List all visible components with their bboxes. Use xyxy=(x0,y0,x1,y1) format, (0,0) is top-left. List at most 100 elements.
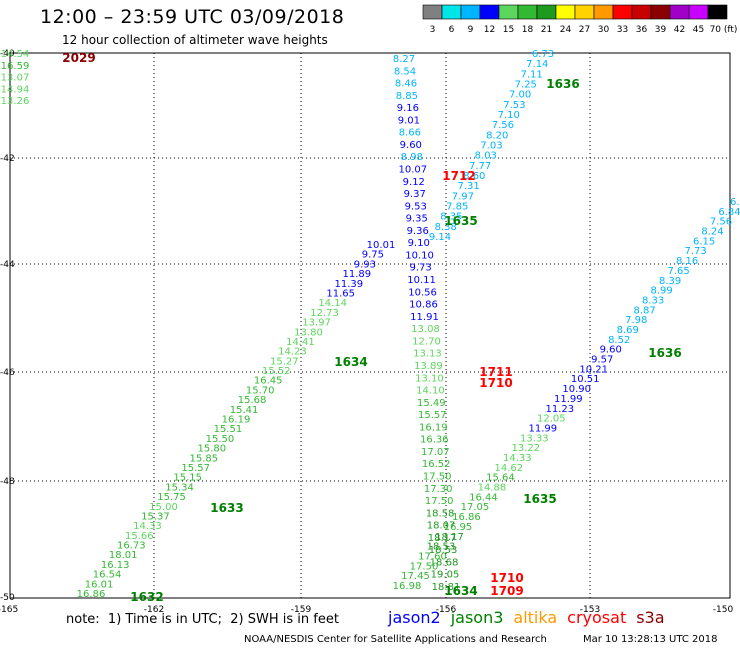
wave-height-value: 15.34 xyxy=(165,482,194,493)
wave-height-value: 9.53 xyxy=(405,201,427,212)
satellite-legend-jason3: jason3 xyxy=(450,608,504,627)
latitude-label: -50 xyxy=(0,593,15,603)
scale-tick-label: 42 xyxy=(674,25,685,35)
wave-height-value: 11.99 xyxy=(528,424,557,435)
wave-height-value: 14.33 xyxy=(133,521,162,532)
scale-tick-label: 9 xyxy=(468,25,474,35)
wave-height-value: 16.86 xyxy=(77,589,106,600)
wave-height-value: 15.80 xyxy=(197,444,226,455)
wave-height-value: 16.19 xyxy=(222,415,251,426)
wave-height-value: 11.99 xyxy=(554,394,583,405)
color-scale-legend: 3 6 9 12 15 18 21 24 27 30 33 36 39 42 45 70 (ft) xyxy=(422,4,737,35)
satellite-legend: jason2 jason3 altika cryosat s3a xyxy=(388,608,675,627)
pass-time-label: 2029 xyxy=(62,51,95,65)
wave-height-value: 17.05 xyxy=(461,502,490,513)
wave-height-value: 16.59 xyxy=(1,61,30,72)
map-frame xyxy=(9,52,731,599)
wave-height-value: 13.10 xyxy=(415,373,444,384)
wave-height-value: 12.73 xyxy=(310,308,339,319)
wave-height-value: 8.38 xyxy=(435,222,457,233)
pass-time-label: 1635 xyxy=(523,492,556,506)
wave-height-value: 12.70 xyxy=(412,336,441,347)
satellite-legend-s3a: s3a xyxy=(636,608,665,627)
latitude-label: -48 xyxy=(0,477,15,487)
wave-height-value: 9.12 xyxy=(403,177,425,188)
wave-height-value: 15.37 xyxy=(141,511,170,522)
wave-height-value: 15.51 xyxy=(214,424,243,435)
wave-height-value: 7.10 xyxy=(498,110,520,121)
wave-height-value: 7.03 xyxy=(480,141,502,152)
wave-height-value: 15.52 xyxy=(262,366,291,377)
wave-height-value: 10.90 xyxy=(562,384,591,395)
wave-height-value: 11.39 xyxy=(334,279,363,290)
scale-tick-label: 3 xyxy=(430,25,436,35)
wave-height-value: 7.25 xyxy=(515,80,537,91)
scale-tick-label: 12 xyxy=(484,25,495,35)
wave-height-value: 10.86 xyxy=(409,300,438,311)
wave-height-value: 6.73 xyxy=(532,49,554,60)
wave-height-value: 16.01 xyxy=(85,579,114,590)
wave-height-value: 18.01 xyxy=(109,550,138,561)
wave-height-value: 16.19 xyxy=(419,422,448,433)
wave-height-value: 18.17 xyxy=(428,533,457,544)
scale-tick-label: 18 xyxy=(522,25,534,35)
wave-height-value: 7.11 xyxy=(520,69,542,80)
wave-height-value: 8.24 xyxy=(701,227,723,238)
wave-height-value: 10.10 xyxy=(405,251,434,262)
wave-height-value: 17.60 xyxy=(418,552,447,563)
latitude-label: -42 xyxy=(0,154,15,164)
latitude-label: -46 xyxy=(0,368,15,378)
satellite-legend-cryosat: cryosat xyxy=(567,608,627,627)
pass-time-label: 1634 xyxy=(334,355,367,369)
wave-height-value: 17.30 xyxy=(424,484,453,495)
wave-height-value: 8.52 xyxy=(608,335,630,346)
wave-height-value: 16.36 xyxy=(420,435,449,446)
wave-height-value: 14.10 xyxy=(416,386,445,397)
pass-time-label: 1636 xyxy=(648,346,681,360)
wave-height-value: 19.05 xyxy=(431,570,460,581)
wave-height-value: 10.21 xyxy=(579,364,608,375)
wave-height-value: 16.52 xyxy=(422,459,451,470)
wave-height-value: 15.57 xyxy=(418,410,447,421)
wave-height-value: 16.54 xyxy=(93,570,122,581)
scale-tick-label: 15 xyxy=(503,25,514,35)
wave-height-value: 14.54 xyxy=(1,49,30,60)
wave-height-value: 13.07 xyxy=(1,73,30,84)
wave-height-value: 13.80 xyxy=(294,327,323,338)
longitude-label: -165 xyxy=(0,605,18,615)
wave-height-value: 15.66 xyxy=(125,531,154,542)
wave-height-value: 16.73 xyxy=(117,541,146,552)
wave-height-value: 18.58 xyxy=(426,508,455,519)
wave-height-value: 14.88 xyxy=(478,483,507,494)
wave-height-value: 15.85 xyxy=(189,453,218,464)
track-pass-b: 8.278.54 8.468.859.169.01 8.669.608.98 10.0… xyxy=(393,54,460,593)
wave-height-value: 7.14 xyxy=(526,59,548,70)
wave-height-value: 8.66 xyxy=(399,128,421,139)
wave-height-value: 15.75 xyxy=(157,492,186,503)
wave-height-value: 8.27 xyxy=(393,54,415,65)
wave-height-value: 14.14 xyxy=(318,298,347,309)
wave-height-value: 7.56 xyxy=(492,120,514,131)
wave-height-value: 14.94 xyxy=(1,84,30,95)
scale-tick-label: 39 xyxy=(655,25,667,35)
wave-height-value: 13.13 xyxy=(413,349,442,360)
wave-height-value: 9.57 xyxy=(591,355,613,366)
wave-height-value: 15.64 xyxy=(486,473,515,484)
wave-height-value: 7.31 xyxy=(457,181,479,192)
wave-height-value: 8.60 xyxy=(463,171,485,182)
wave-height-value: 15.27 xyxy=(270,356,299,367)
wave-height-value: 8.98 xyxy=(401,152,423,163)
wave-height-value: 10.11 xyxy=(407,275,436,286)
wave-height-value: 13.33 xyxy=(520,433,549,444)
wave-height-value: 8.20 xyxy=(486,130,508,141)
pass-time-label: 1709 xyxy=(490,584,523,598)
wave-height-value: 9.93 xyxy=(354,259,376,270)
wave-height-value: 14.41 xyxy=(286,337,315,348)
latitude-label: -40 xyxy=(0,49,15,59)
wave-height-value: 8.16 xyxy=(676,256,698,267)
wave-height-value: 7.97 xyxy=(452,191,474,202)
wave-height-value: 10.01 xyxy=(367,240,396,251)
wave-height-value: 13.97 xyxy=(302,318,331,329)
wave-height-value: 8.99 xyxy=(650,286,672,297)
wave-height-value: 7.98 xyxy=(625,315,647,326)
